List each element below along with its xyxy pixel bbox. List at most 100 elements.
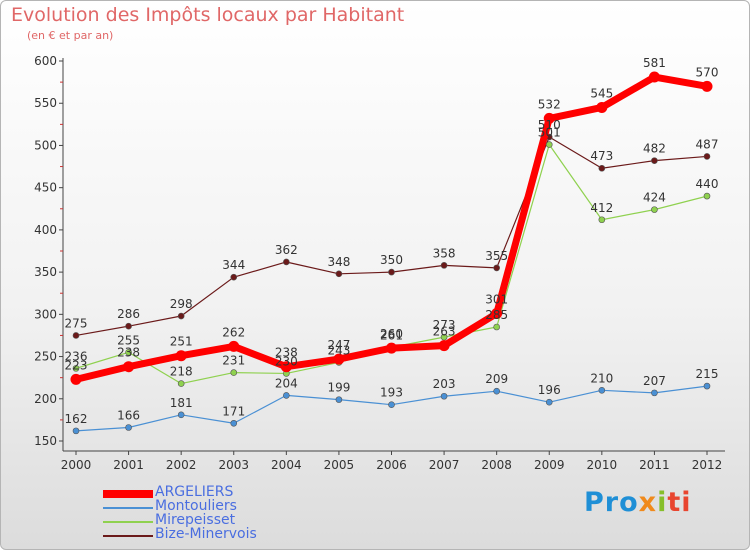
legend-label: Bize-Minervois xyxy=(155,526,257,542)
x-tick-label: 2009 xyxy=(534,458,565,472)
data-label: 581 xyxy=(643,56,666,70)
y-tick-label: 250 xyxy=(34,350,57,364)
data-point xyxy=(125,424,132,431)
data-point xyxy=(703,192,711,200)
data-point xyxy=(228,340,240,352)
data-point xyxy=(440,262,448,269)
data-point xyxy=(280,361,292,373)
data-label: 473 xyxy=(590,149,613,163)
data-label: 215 xyxy=(696,367,719,381)
y-tick-label: 200 xyxy=(34,392,57,406)
data-label: 424 xyxy=(643,191,666,205)
data-label: 482 xyxy=(643,142,666,156)
data-point xyxy=(701,80,713,92)
data-label: 238 xyxy=(117,346,140,360)
data-label: 231 xyxy=(222,354,245,368)
data-point xyxy=(493,387,500,395)
legend-swatch xyxy=(103,521,153,523)
data-label: 210 xyxy=(590,371,613,385)
data-label: 196 xyxy=(538,383,561,397)
data-point xyxy=(230,369,238,376)
x-tick-label: 2008 xyxy=(481,458,512,472)
data-label: 251 xyxy=(170,335,193,349)
chart-title: Evolution des Impôts locaux par Habitant xyxy=(11,4,405,26)
data-label: 199 xyxy=(327,381,350,395)
data-label: 247 xyxy=(327,338,350,352)
y-tick-label: 350 xyxy=(34,265,57,279)
y-tick-label: 400 xyxy=(34,223,57,237)
data-point xyxy=(72,427,80,435)
x-tick-label: 2005 xyxy=(324,458,355,472)
data-point xyxy=(72,332,80,339)
data-point xyxy=(545,141,553,148)
data-point xyxy=(175,350,187,362)
data-point xyxy=(648,71,660,83)
data-point xyxy=(283,258,290,266)
data-label: 570 xyxy=(696,65,719,79)
data-point xyxy=(388,401,395,408)
data-label: 203 xyxy=(433,377,456,391)
y-tick-label: 600 xyxy=(34,54,57,68)
data-point xyxy=(333,353,345,365)
data-point xyxy=(386,342,397,354)
data-label: 181 xyxy=(170,396,193,410)
data-label: 440 xyxy=(696,177,719,191)
data-point xyxy=(335,396,343,403)
data-point xyxy=(651,206,658,213)
data-point xyxy=(70,373,82,385)
x-tick-label: 2001 xyxy=(113,458,144,472)
y-tick-label: 500 xyxy=(34,138,57,152)
x-tick-label: 2011 xyxy=(639,458,670,472)
data-point xyxy=(598,216,606,224)
data-label: 223 xyxy=(65,358,88,372)
data-label: 207 xyxy=(643,374,666,388)
data-label: 344 xyxy=(222,258,245,272)
data-label: 301 xyxy=(485,292,508,306)
x-tick-label: 2012 xyxy=(692,458,723,472)
data-point xyxy=(596,101,608,113)
data-label: 355 xyxy=(485,249,508,263)
data-label: 204 xyxy=(275,376,298,390)
data-label: 545 xyxy=(590,86,613,100)
data-label: 358 xyxy=(433,246,456,260)
x-tick-label: 2006 xyxy=(376,458,407,472)
data-point xyxy=(651,389,658,397)
data-point xyxy=(491,307,503,319)
legend-swatch xyxy=(103,490,153,498)
x-tick-label: 2000 xyxy=(61,458,92,472)
legend-swatch xyxy=(103,535,153,537)
data-label: 501 xyxy=(538,126,561,140)
data-label: 273 xyxy=(433,318,456,332)
data-point xyxy=(598,164,606,172)
x-tick-label: 2010 xyxy=(587,458,618,472)
y-tick-label: 150 xyxy=(34,434,57,448)
data-label: 275 xyxy=(65,316,88,330)
x-tick-label: 2003 xyxy=(218,458,249,472)
data-label: 230 xyxy=(275,354,298,368)
x-tick-label: 2002 xyxy=(166,458,197,472)
data-point xyxy=(545,398,553,406)
proxiti-logo: Proxiti xyxy=(584,487,692,518)
x-tick-label: 2004 xyxy=(271,458,302,472)
data-label: 236 xyxy=(65,349,88,363)
data-point xyxy=(123,361,135,373)
y-tick-label: 550 xyxy=(34,96,57,110)
legend-label: ARGELIERS xyxy=(155,484,234,500)
data-point xyxy=(230,419,238,427)
legend-swatch xyxy=(103,507,153,509)
data-label: 362 xyxy=(275,243,298,257)
data-point xyxy=(283,392,290,399)
data-label: 510 xyxy=(538,118,561,132)
data-label: 255 xyxy=(117,333,140,347)
data-point xyxy=(177,312,185,320)
y-tick-label: 300 xyxy=(34,307,57,321)
data-point xyxy=(177,411,185,419)
data-point xyxy=(335,270,343,278)
data-point xyxy=(438,340,450,352)
data-label: 238 xyxy=(275,346,298,360)
data-point xyxy=(440,392,448,400)
data-label: 412 xyxy=(590,201,613,215)
data-label: 260 xyxy=(380,327,403,341)
data-label: 262 xyxy=(222,325,245,339)
